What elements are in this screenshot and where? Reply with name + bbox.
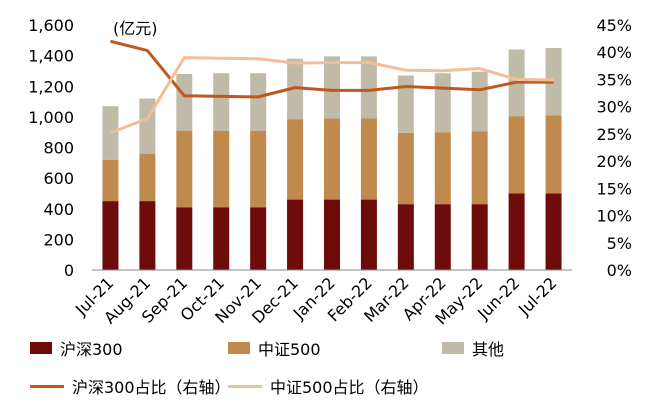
bar-zz500 — [287, 119, 304, 200]
y-left-tick-label: 600 — [43, 169, 74, 188]
y-right-tick-label: 10% — [596, 207, 632, 226]
bar-hs300 — [471, 204, 488, 270]
bar-zz500 — [139, 153, 156, 202]
bar-hs300 — [434, 204, 451, 270]
bar-zz500 — [508, 116, 525, 194]
bar-zz500 — [471, 131, 488, 205]
y-left-tick-label: 1,000 — [28, 108, 74, 127]
bar-other — [471, 71, 488, 132]
x-tick-label: Jul-22 — [514, 273, 560, 319]
bar-other — [176, 74, 193, 131]
unit-label: (亿元) — [113, 19, 158, 38]
y-left-tick-label: 400 — [43, 200, 74, 219]
bar-other — [213, 73, 230, 131]
bar-zz500 — [102, 159, 119, 202]
y-right-tick-label: 15% — [596, 179, 632, 198]
bar-zz500 — [360, 118, 377, 200]
bar-other — [397, 75, 414, 133]
bar-hs300 — [213, 207, 230, 270]
bar-zz500 — [545, 115, 562, 194]
y-right-tick-label: 30% — [596, 98, 632, 117]
y-right-tick-label: 0% — [607, 261, 632, 280]
y-right-tick-label: 40% — [596, 43, 632, 62]
x-tick-label: Jun-22 — [473, 273, 523, 323]
y-right-tick-label: 25% — [596, 125, 632, 144]
bar-other — [360, 56, 377, 119]
bar-zz500 — [250, 130, 267, 208]
y-left-tick-label: 1,200 — [28, 77, 74, 96]
bar-hs300 — [176, 207, 193, 270]
bar-other — [250, 73, 267, 131]
y-right-tick-label: 45% — [596, 16, 632, 35]
y-left-tick-label: 200 — [43, 230, 74, 249]
y-right-tick-label: 20% — [596, 152, 632, 171]
bar-other — [434, 73, 451, 133]
y-right-tick-label: 35% — [596, 70, 632, 89]
bar-zz500 — [324, 118, 340, 200]
bar-zz500 — [176, 130, 193, 208]
y-right-tick-label: 5% — [607, 234, 632, 253]
bar-hs300 — [360, 199, 377, 270]
bar-hs300 — [287, 199, 304, 270]
bar-hs300 — [250, 207, 267, 270]
bar-other — [324, 56, 340, 119]
bar-hs300 — [508, 193, 525, 270]
bar-zz500 — [397, 132, 414, 205]
bar-hs300 — [324, 199, 340, 270]
bar-hs300 — [397, 204, 414, 270]
bar-zz500 — [213, 130, 230, 208]
bar-zz500 — [434, 132, 451, 205]
plot-area: 0 200 400 600 800 1,000 1,200 1,400 1,600 0% 5% 10%… — [28, 16, 632, 329]
y-left-tick-label: 0 — [64, 261, 74, 280]
y-left-tick-label: 800 — [43, 139, 74, 158]
bar-hs300 — [139, 201, 156, 270]
bar-other — [102, 106, 119, 160]
bar-hs300 — [102, 201, 119, 270]
bar-hs300 — [545, 193, 562, 270]
y-left-tick-label: 1,600 — [28, 16, 74, 35]
y-left-tick-label: 1,400 — [28, 47, 74, 66]
